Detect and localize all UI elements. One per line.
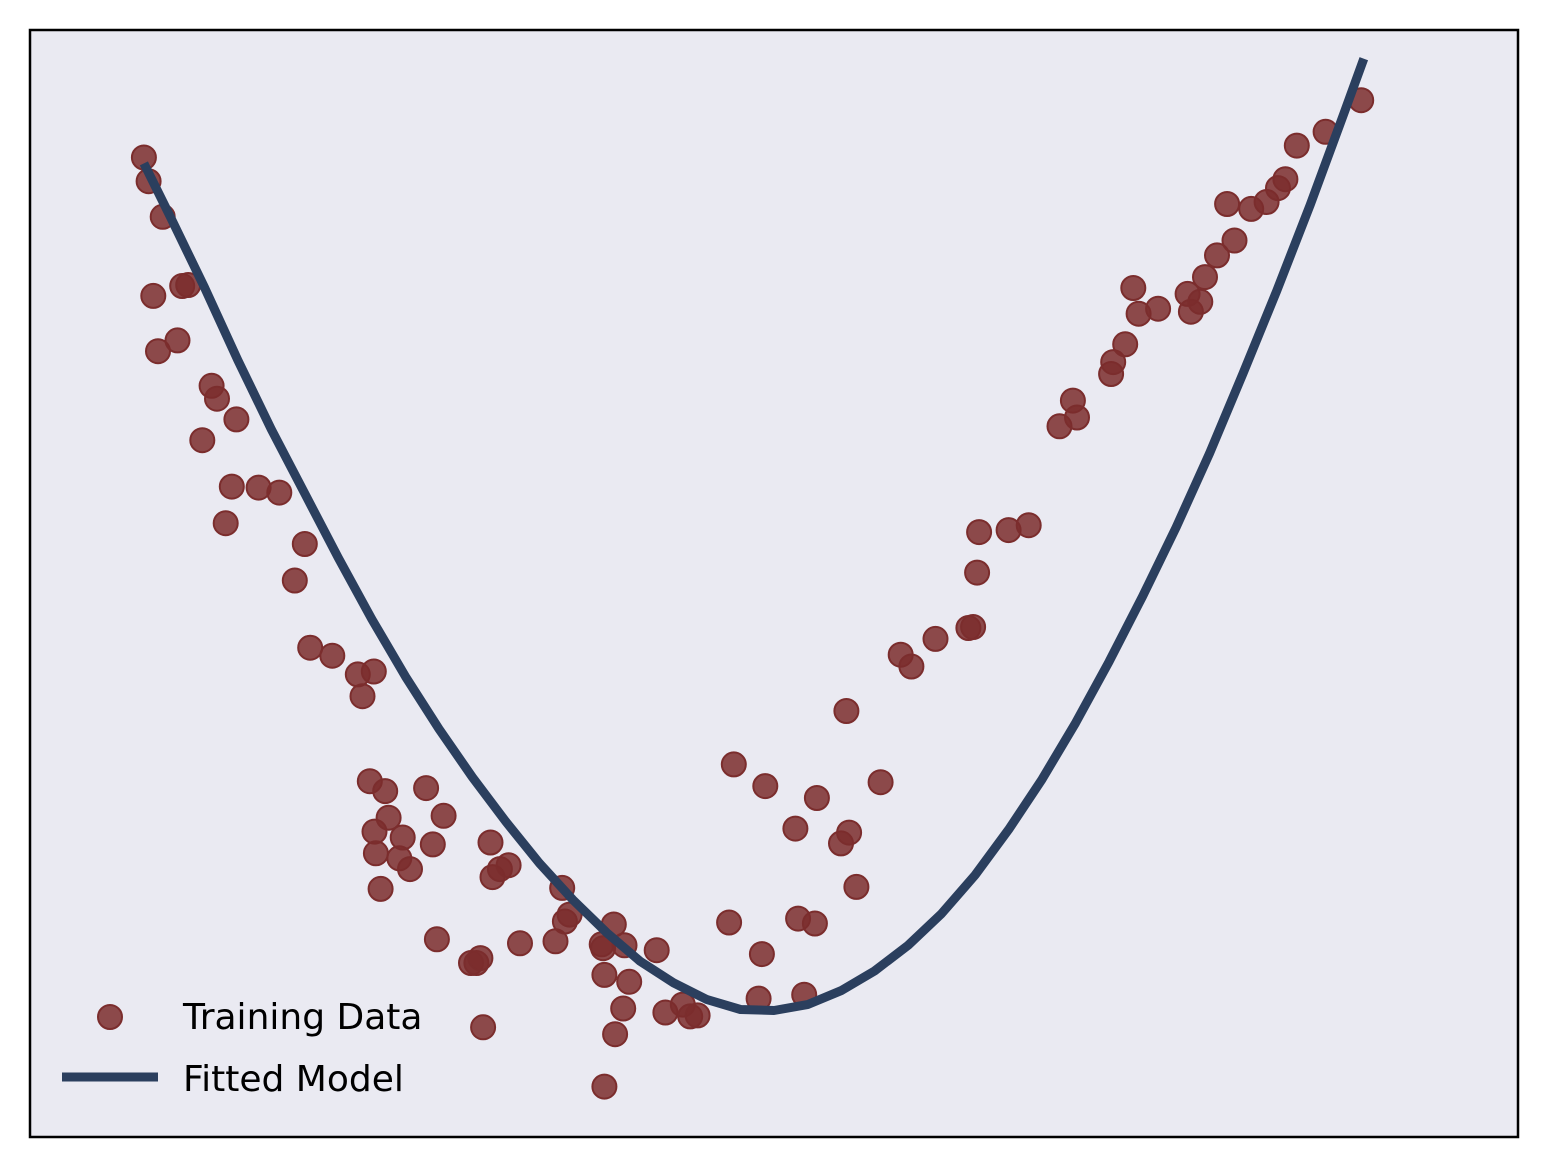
training-data-point [720, 751, 747, 778]
training-data-point [616, 968, 643, 995]
legend-marker-training-data [97, 1004, 123, 1030]
training-data-point [218, 473, 245, 500]
training-data-point [748, 941, 775, 968]
legend-label-fitted-model: Fitted Model [183, 1059, 404, 1100]
training-data-point [960, 614, 987, 640]
training-data-point [360, 658, 387, 685]
training-data-point [1112, 331, 1139, 358]
training-data-point [898, 653, 925, 680]
training-data-point [610, 995, 637, 1022]
training-data-point [1187, 288, 1214, 315]
training-data-point [495, 852, 522, 879]
training-data-point [1064, 404, 1090, 431]
training-data-point [801, 910, 828, 937]
training-data-point [1192, 264, 1218, 291]
training-data-point [297, 634, 324, 661]
training-data-point [684, 1002, 711, 1029]
training-data-point [467, 945, 494, 972]
training-data-point [362, 840, 389, 867]
plot-area [30, 30, 1518, 1137]
training-data-point [1221, 227, 1248, 254]
training-data-point [419, 831, 446, 858]
training-data-point [389, 824, 416, 851]
plot-frame [28, 28, 1520, 1139]
training-data-point [752, 773, 779, 800]
training-data-point [375, 804, 402, 831]
training-data-point [922, 625, 949, 652]
training-data-point [470, 1014, 497, 1041]
legend: Training Data Fitted Model [62, 997, 422, 1100]
training-data-point [964, 559, 991, 586]
training-data-point [349, 683, 376, 710]
training-data-point [291, 531, 318, 557]
training-data-point [413, 775, 440, 802]
training-data-point [843, 873, 870, 900]
training-data-point [716, 909, 743, 936]
training-data-point [145, 338, 171, 365]
training-data-point [1283, 132, 1310, 159]
training-data-point [397, 856, 423, 883]
training-data-point [281, 567, 308, 594]
training-data-point [643, 937, 670, 964]
training-data-point [602, 1021, 629, 1048]
training-data-point [164, 327, 191, 354]
training-data-point [189, 427, 216, 454]
training-data-point [833, 698, 860, 724]
fitted-model-line [139, 57, 1369, 1015]
training-data-point [423, 926, 450, 953]
training-data-point [1204, 242, 1230, 269]
training-data-point [1100, 349, 1127, 376]
data-layer [130, 57, 1375, 1100]
training-data-point [477, 829, 504, 856]
training-data-point [266, 479, 293, 506]
training-data-point [591, 961, 618, 988]
training-data-point [430, 802, 457, 829]
training-data-point [372, 778, 399, 805]
training-data-point [212, 510, 239, 537]
training-data-point [803, 785, 830, 811]
training-data-point [966, 519, 993, 546]
training-data-point [836, 819, 863, 846]
training-data-point [591, 1073, 618, 1100]
training-data-point [1214, 191, 1241, 217]
training-data-point [367, 875, 394, 902]
legend-label-training-data: Training Data [182, 997, 422, 1038]
training-data-point [782, 815, 809, 842]
training-data-point [1120, 275, 1147, 301]
training-data-point [507, 930, 533, 957]
training-data-point [140, 282, 167, 309]
training-data-point [204, 385, 230, 412]
training-data-point [319, 642, 346, 669]
training-data-point [1272, 166, 1299, 193]
training-data-point [1145, 295, 1172, 322]
training-data-point [1015, 512, 1042, 539]
training-data-point [867, 769, 894, 796]
training-data-point [223, 406, 250, 433]
